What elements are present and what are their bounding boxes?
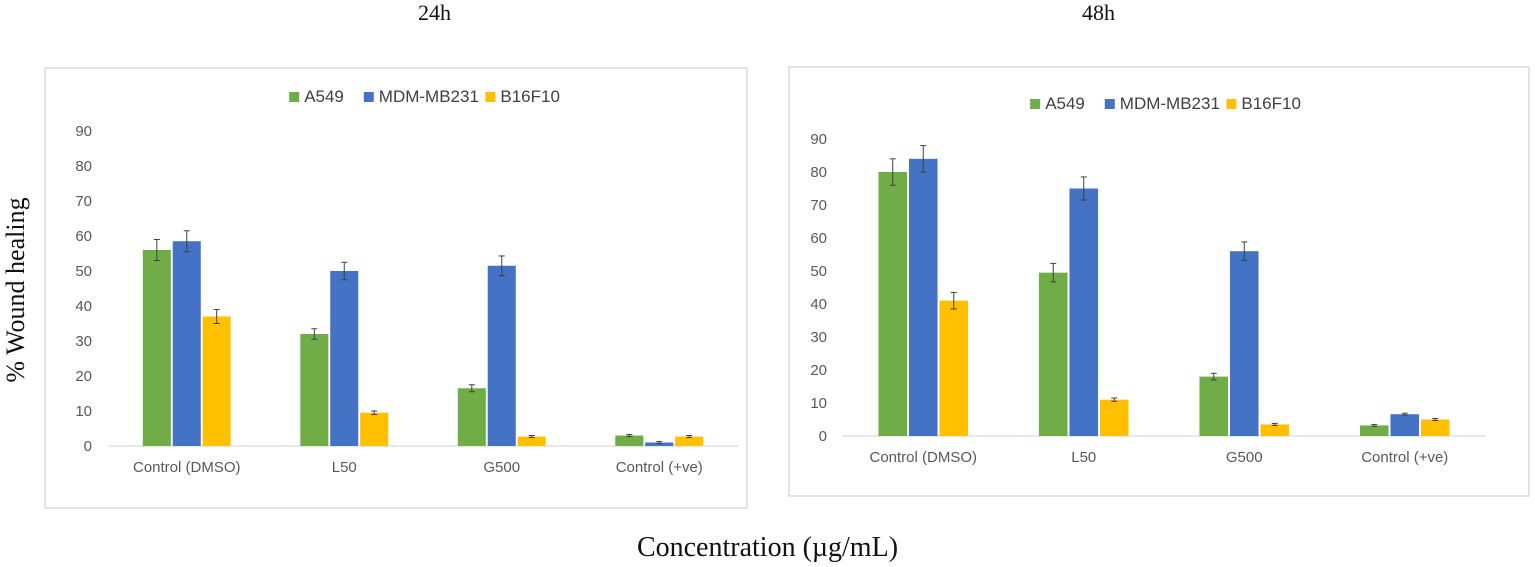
y-tick-24h-20: 20 [75, 368, 92, 385]
bar-48h-b16f10-control-dmso [939, 300, 969, 436]
y-tick-48h-10: 10 [810, 395, 827, 412]
bar-48h-mdm-mb231-g500 [1229, 251, 1259, 436]
bar-24h-mdm-mb231-g500 [487, 265, 516, 446]
bar-48h-mdm-mb231-control-ve [1390, 414, 1420, 436]
bar-48h-mdm-mb231-control-dmso [908, 158, 938, 437]
x-tick-24h-control-dmso: Control (DMSO) [133, 459, 241, 476]
bar-48h-b16f10-g500 [1260, 424, 1290, 436]
y-tick-24h-50: 50 [75, 263, 92, 280]
legend-swatch-48h-b16f10 [1226, 99, 1237, 109]
y-tick-48h-80: 80 [810, 164, 827, 181]
y-tick-48h-20: 20 [810, 362, 827, 379]
y-tick-24h-30: 30 [75, 333, 92, 350]
y-tick-48h-90: 90 [810, 131, 827, 148]
bar-48h-a549-control-ve [1359, 425, 1389, 436]
y-tick-24h-90: 90 [75, 123, 92, 140]
bar-24h-mdm-mb231-control-dmso [172, 241, 201, 446]
y-tick-24h-40: 40 [75, 298, 92, 315]
y-tick-48h-30: 30 [810, 329, 827, 346]
legend-label-24h-a549: A549 [304, 87, 344, 106]
bar-48h-a549-l50 [1038, 272, 1068, 436]
legend-label-48h-mdm-mb231: MDM-MB231 [1120, 94, 1220, 113]
legend-label-48h-b16f10: B16F10 [1241, 94, 1301, 113]
legend-label-48h-a549: A549 [1045, 94, 1085, 113]
bar-24h-b16f10-g500 [517, 436, 546, 446]
x-tick-48h-g500: G500 [1226, 449, 1263, 466]
bar-24h-b16f10-control-ve [675, 436, 704, 446]
x-tick-24h-control-ve: Control (+ve) [616, 459, 703, 476]
panel-title-48h: 48h [1082, 0, 1115, 25]
bar-24h-b16f10-control-dmso [202, 316, 231, 446]
y-tick-24h-0: 0 [84, 438, 92, 455]
y-tick-48h-50: 50 [810, 263, 827, 280]
panel-title-24h: 24h [418, 0, 451, 25]
bar-24h-b16f10-l50 [360, 412, 389, 446]
y-tick-24h-10: 10 [75, 403, 92, 420]
legend-label-24h-mdm-mb231: MDM-MB231 [379, 87, 479, 106]
x-axis-label: Concentration (µg/mL) [636, 532, 899, 563]
y-axis-label: % Wound healing [1, 197, 30, 383]
bar-48h-mdm-mb231-l50 [1069, 188, 1099, 436]
legend-label-24h-b16f10: B16F10 [500, 87, 560, 106]
x-tick-48h-l50: L50 [1071, 449, 1096, 466]
legend-swatch-24h-mdm-mb231 [363, 92, 374, 102]
bar-48h-b16f10-control-ve [1420, 419, 1450, 436]
y-tick-48h-40: 40 [810, 296, 827, 313]
y-tick-24h-70: 70 [75, 193, 92, 210]
legend-swatch-48h-mdm-mb231 [1104, 99, 1115, 109]
x-tick-24h-l50: L50 [332, 459, 357, 476]
x-tick-48h-control-ve: Control (+ve) [1361, 449, 1448, 466]
bar-24h-mdm-mb231-control-ve [645, 442, 674, 446]
y-tick-24h-60: 60 [75, 228, 92, 245]
bar-24h-a549-l50 [300, 334, 329, 446]
legend-swatch-24h-a549 [289, 92, 300, 102]
bar-24h-a549-control-ve [615, 435, 644, 446]
y-tick-48h-60: 60 [810, 230, 827, 247]
legend-swatch-24h-b16f10 [485, 92, 496, 102]
y-tick-24h-80: 80 [75, 158, 92, 175]
x-tick-48h-control-dmso: Control (DMSO) [869, 449, 977, 466]
legend-swatch-48h-a549 [1030, 99, 1041, 109]
bar-48h-a549-g500 [1199, 376, 1229, 436]
y-tick-48h-0: 0 [819, 428, 827, 445]
y-tick-48h-70: 70 [810, 197, 827, 214]
x-tick-24h-g500: G500 [483, 459, 520, 476]
bar-48h-b16f10-l50 [1099, 399, 1129, 436]
bar-24h-mdm-mb231-l50 [330, 271, 359, 446]
bar-48h-a549-control-dmso [878, 172, 908, 436]
bar-24h-a549-control-dmso [142, 250, 171, 446]
bar-24h-a549-g500 [457, 388, 486, 446]
